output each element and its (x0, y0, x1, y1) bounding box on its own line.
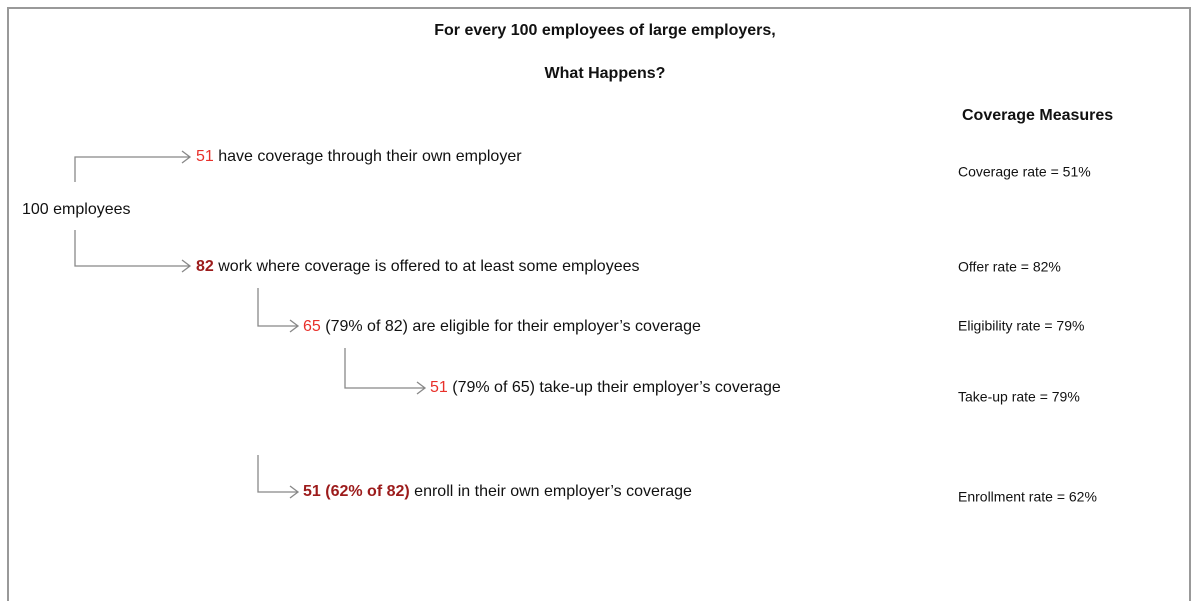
node-number: 51 (196, 148, 214, 165)
arrow (74, 150, 192, 182)
node: 65 (79% of 82) are eligible for their em… (303, 318, 701, 335)
node-number: 65 (303, 318, 321, 335)
node-detail: (79% of 82) (325, 318, 408, 335)
measures-heading: Coverage Measures (962, 107, 1113, 124)
arrow (257, 455, 300, 499)
title-line: What Happens? (545, 65, 666, 82)
root-label: 100 employees (22, 201, 131, 218)
frame (7, 7, 1191, 601)
measure: Offer rate = 82% (958, 259, 1061, 275)
arrow (74, 230, 192, 273)
measure: Coverage rate = 51% (958, 164, 1091, 180)
node: 51 (79% of 65) take-up their employer’s … (430, 379, 781, 396)
title-line: For every 100 employees of large employe… (434, 22, 776, 39)
node: 51 (62% of 82) enroll in their own emplo… (303, 483, 692, 500)
node-text: have coverage through their own employer (218, 148, 522, 165)
measure: Eligibility rate = 79% (958, 318, 1084, 334)
arrow (257, 288, 300, 333)
node-number: 51 (430, 379, 448, 396)
node-text: take-up their employer’s coverage (539, 379, 780, 396)
node: 51 have coverage through their own emplo… (196, 148, 522, 165)
measure: Take-up rate = 79% (958, 389, 1080, 405)
node: 82 work where coverage is offered to at … (196, 258, 640, 275)
node-detail: (79% of 65) (452, 379, 535, 396)
connectors (74, 150, 427, 499)
node-text: enroll in their own employer’s coverage (414, 483, 692, 500)
node-text: work where coverage is offered to at lea… (217, 258, 639, 275)
node-number: 82 (196, 258, 214, 275)
node-text: are eligible for their employer’s covera… (412, 318, 701, 335)
measure: Enrollment rate = 62% (958, 489, 1097, 505)
node-number: 51 (303, 483, 321, 500)
node-detail: (62% of 82) (325, 483, 409, 500)
arrow (344, 348, 427, 395)
